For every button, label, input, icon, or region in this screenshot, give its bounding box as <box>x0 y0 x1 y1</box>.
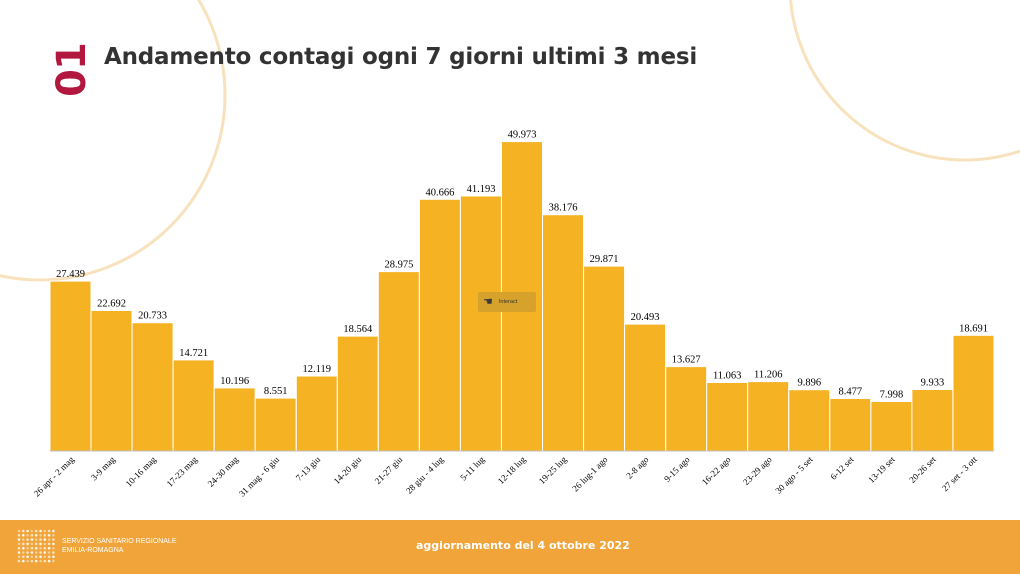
x-tick-label-1: 3-9 mag <box>89 454 117 482</box>
data-label-1: 22.692 <box>97 299 126 310</box>
bar-2 <box>131 322 174 452</box>
x-tick-label-10: 5-11 lug <box>458 454 487 483</box>
bar-1 <box>90 310 133 452</box>
bar-17 <box>747 381 790 452</box>
data-label-7: 18.564 <box>343 324 373 335</box>
x-tick-label-16: 16-22 ago <box>700 454 733 487</box>
x-tick-label-0: 26 apr - 2 mag <box>32 454 77 499</box>
x-tick-label-6: 7-13 giu <box>294 454 323 483</box>
x-tick-label-4: 24-30 mag <box>206 454 241 489</box>
bar-20 <box>870 401 913 452</box>
x-tick-label-5: 31 mag - 6 giu <box>237 454 282 499</box>
bar-12 <box>542 214 584 452</box>
bar-15 <box>665 366 708 452</box>
x-tick-label-20: 13-19 set <box>866 454 897 485</box>
organization-line-1: SERVIZIO SANITARIO REGIONALE <box>62 538 177 545</box>
interact-button[interactable]: ☚ Interact <box>478 292 536 312</box>
data-label-2: 20.733 <box>138 311 167 322</box>
data-label-10: 41.193 <box>467 184 496 195</box>
data-label-19: 8.477 <box>838 387 862 398</box>
bar-21 <box>911 389 954 452</box>
bar-7 <box>336 335 379 452</box>
x-tick-label-18: 30 ago - 5 set <box>773 454 815 496</box>
x-tick-label-12: 19-25 lug <box>537 454 569 486</box>
data-label-0: 27.439 <box>56 269 85 280</box>
bar-9 <box>418 198 461 452</box>
organization-name: SERVIZIO SANITARIO REGIONALE EMILIA-ROMA… <box>62 537 177 555</box>
data-label-14: 20.493 <box>631 312 660 323</box>
data-label-21: 9.933 <box>921 378 945 389</box>
x-tick-label-15: 9-15 ago <box>662 454 692 484</box>
data-label-20: 7.998 <box>880 390 904 401</box>
data-label-13: 29.871 <box>590 254 619 265</box>
bar-13 <box>583 265 626 452</box>
bar-19 <box>829 398 872 452</box>
data-label-3: 14.721 <box>179 348 208 359</box>
x-tick-label-9: 28 giu - 4 lug <box>404 454 446 496</box>
x-tick-label-13: 26 lug-1 ago <box>570 454 610 494</box>
data-label-11: 49.973 <box>508 130 537 141</box>
data-label-8: 28.975 <box>384 260 413 271</box>
update-date: aggiornamento del 4 ottobre 2022 <box>416 539 630 552</box>
dot-grid-logo-icon <box>17 529 55 563</box>
x-tick-label-8: 21-27 giu <box>373 454 405 486</box>
x-tick-label-7: 14-20 giu <box>332 454 364 486</box>
footer-bar: SERVIZIO SANITARIO REGIONALE EMILIA-ROMA… <box>0 520 1020 574</box>
data-label-16: 11.063 <box>713 371 742 382</box>
x-tick-label-14: 2-8 ago <box>624 454 651 481</box>
x-tick-label-22: 27 set - 3 ott <box>940 454 979 493</box>
bar-0 <box>49 280 92 452</box>
bar-3 <box>172 359 215 452</box>
bar-5 <box>254 397 297 452</box>
organization-line-2: EMILIA-ROMAGNA <box>62 547 124 554</box>
data-label-9: 40.666 <box>425 187 454 198</box>
bar-6 <box>295 375 338 452</box>
decorative-circle-right <box>789 0 1020 162</box>
data-label-5: 8.551 <box>264 386 288 397</box>
data-label-17: 11.206 <box>754 370 783 381</box>
data-label-22: 18.691 <box>959 323 988 334</box>
bar-10 <box>459 195 502 452</box>
bar-22 <box>952 334 995 452</box>
x-tick-label-21: 20-26 set <box>907 454 938 485</box>
bar-14 <box>624 323 667 452</box>
data-label-12: 38.176 <box>549 203 578 214</box>
hand-pointer-icon: ☚ <box>483 295 493 308</box>
interact-label: Interact <box>498 299 518 305</box>
bar-16 <box>706 382 749 452</box>
decorative-circle-left <box>0 0 227 282</box>
x-tick-label-19: 6-12 set <box>828 454 856 482</box>
x-tick-label-17: 23-29 ago <box>741 454 774 487</box>
bar-18 <box>788 389 831 452</box>
bar-4 <box>213 387 256 452</box>
bar-8 <box>377 271 420 452</box>
data-label-4: 10.196 <box>220 376 249 387</box>
x-tick-label-3: 17-23 mag <box>165 454 200 489</box>
x-tick-label-2: 10-16 mag <box>124 454 159 489</box>
data-label-15: 13.627 <box>672 355 701 366</box>
x-tick-label-11: 12-18 lug <box>496 454 528 486</box>
data-label-18: 9.896 <box>797 378 821 389</box>
data-label-6: 12.119 <box>303 364 332 375</box>
page-title: Andamento contagi ogni 7 giorni ultimi 3… <box>104 44 698 70</box>
